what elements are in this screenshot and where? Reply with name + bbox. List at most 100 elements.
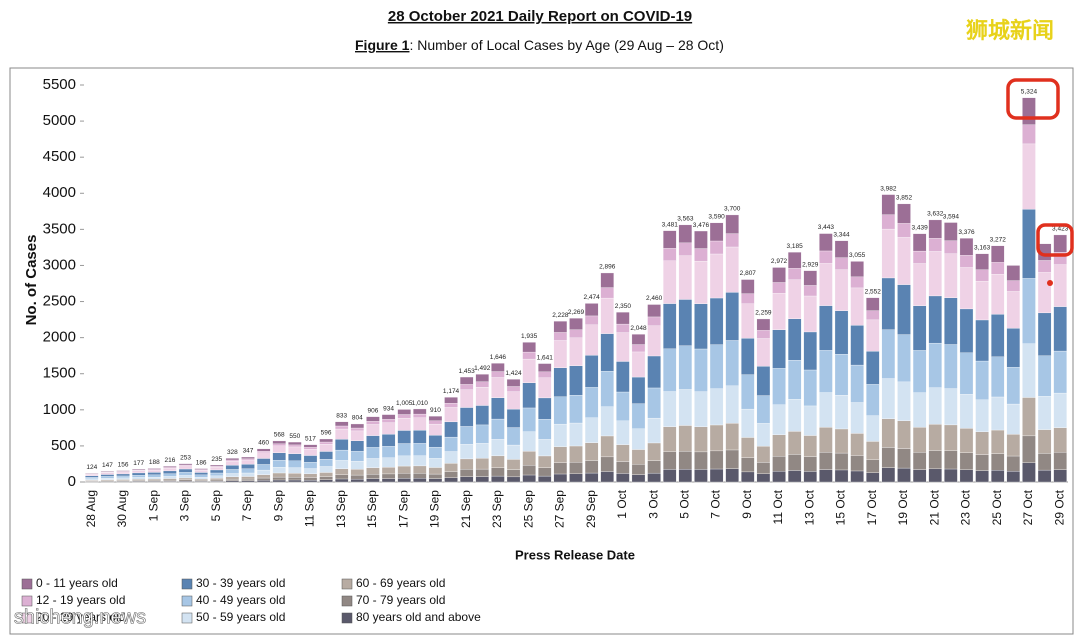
bar-segment xyxy=(553,423,568,447)
bar-segment xyxy=(912,263,927,306)
bar-segment xyxy=(850,276,864,289)
bar-segment xyxy=(616,323,630,333)
x-tick-label: 5 Sep xyxy=(209,490,223,522)
bar-segment xyxy=(928,387,942,425)
bar-segment xyxy=(756,445,771,463)
bar-segment xyxy=(787,279,802,319)
total-label: 188 xyxy=(149,459,160,466)
legend-label: 80 years old and above xyxy=(356,610,481,624)
bar-segment xyxy=(959,452,974,470)
bar-segment xyxy=(1022,97,1036,125)
bar-segment xyxy=(256,480,271,483)
bar-segment xyxy=(256,448,271,452)
bar-segment xyxy=(944,222,958,241)
bar-segment xyxy=(178,463,193,466)
bar-segment xyxy=(1037,469,1052,483)
bar-segment xyxy=(116,475,130,479)
bar-segment xyxy=(381,433,396,447)
bar-segment xyxy=(819,305,833,351)
bar-segment xyxy=(272,479,286,483)
bar-segment xyxy=(678,299,693,346)
total-label: 3,982 xyxy=(880,185,897,192)
bar-segment xyxy=(366,421,380,425)
bar-segment xyxy=(584,303,599,317)
bar-segment xyxy=(1006,265,1021,281)
bar-segment xyxy=(100,476,115,479)
bar-segment xyxy=(975,399,989,432)
bar-segment xyxy=(303,447,318,450)
bar-segment xyxy=(975,431,989,455)
bar-segment xyxy=(538,363,552,373)
bar-segment xyxy=(522,382,536,409)
bar-segment xyxy=(319,438,333,443)
bar-segment xyxy=(85,474,99,476)
x-tick-label: 9 Oct xyxy=(740,489,754,518)
bar-segment xyxy=(366,474,380,479)
total-label: 550 xyxy=(289,433,300,440)
bar-segment xyxy=(303,477,318,481)
bar-segment xyxy=(1037,429,1052,454)
bar-segment xyxy=(975,360,989,401)
bar-segment xyxy=(1022,462,1036,483)
bar-segment xyxy=(850,433,864,456)
x-tick-label: 15 Oct xyxy=(834,489,848,525)
x-tick-label: 13 Sep xyxy=(334,490,348,528)
bar-segment xyxy=(819,469,833,483)
bar-segment xyxy=(866,472,880,483)
legend-swatch xyxy=(21,612,33,624)
x-tick-label: 30 Aug xyxy=(115,490,129,527)
total-label: 460 xyxy=(258,440,269,447)
bar-segment xyxy=(600,435,614,458)
bar-segment xyxy=(272,452,286,461)
bar-segment xyxy=(803,405,817,436)
bar-segment xyxy=(694,451,708,470)
bar-segment xyxy=(741,279,755,294)
bar-segment xyxy=(709,424,724,452)
bar-segment xyxy=(881,228,896,279)
bar-segment xyxy=(975,280,989,321)
bar-segment xyxy=(725,449,739,469)
bar-segment xyxy=(553,446,568,463)
x-tick-label: 13 Oct xyxy=(802,489,816,525)
y-axis-title: No. of Cases xyxy=(23,235,40,326)
bar-segment xyxy=(350,460,365,470)
bar-segment xyxy=(1022,435,1036,463)
bar-segment xyxy=(772,282,786,294)
bar-segment xyxy=(256,477,271,481)
bar-segment xyxy=(709,253,724,299)
bar-segment xyxy=(256,474,271,479)
bar-segment xyxy=(194,478,208,481)
bar-segment xyxy=(335,421,349,427)
bar-segment xyxy=(116,473,130,477)
bar-segment xyxy=(553,332,568,341)
bar-segment xyxy=(444,463,458,472)
total-label: 2,269 xyxy=(568,309,585,316)
bar-segment xyxy=(210,466,224,471)
bar-segment xyxy=(459,458,474,470)
bar-segment xyxy=(413,473,427,479)
total-label: 2,896 xyxy=(599,264,616,271)
bar-segment xyxy=(975,470,989,483)
bar-segment xyxy=(725,468,739,483)
bar-segment xyxy=(1022,397,1036,437)
total-label: 216 xyxy=(164,457,175,464)
bar-segment xyxy=(975,253,989,270)
bar-segment xyxy=(1053,306,1067,352)
x-tick-label: 25 Oct xyxy=(990,489,1004,525)
highlight-box xyxy=(1006,78,1060,120)
bar-segment xyxy=(787,454,802,471)
bar-segment xyxy=(491,455,505,468)
bar-segment xyxy=(147,477,161,480)
bar-segment xyxy=(756,473,771,483)
bar-segment xyxy=(647,442,661,461)
bar-segment xyxy=(147,472,161,476)
y-tick-label: 1000 xyxy=(43,401,76,418)
bar-segment xyxy=(553,396,568,425)
bar-segment xyxy=(959,394,974,429)
bar-segment xyxy=(538,475,552,483)
bar-segment xyxy=(741,303,755,339)
plot: 0 500 1000 1500 2000 2500 3000 3500 4000 4500 5000… xyxy=(43,76,1069,528)
bar-segment xyxy=(1006,434,1021,457)
bar-segment xyxy=(210,472,224,477)
bar-segment xyxy=(319,466,333,473)
